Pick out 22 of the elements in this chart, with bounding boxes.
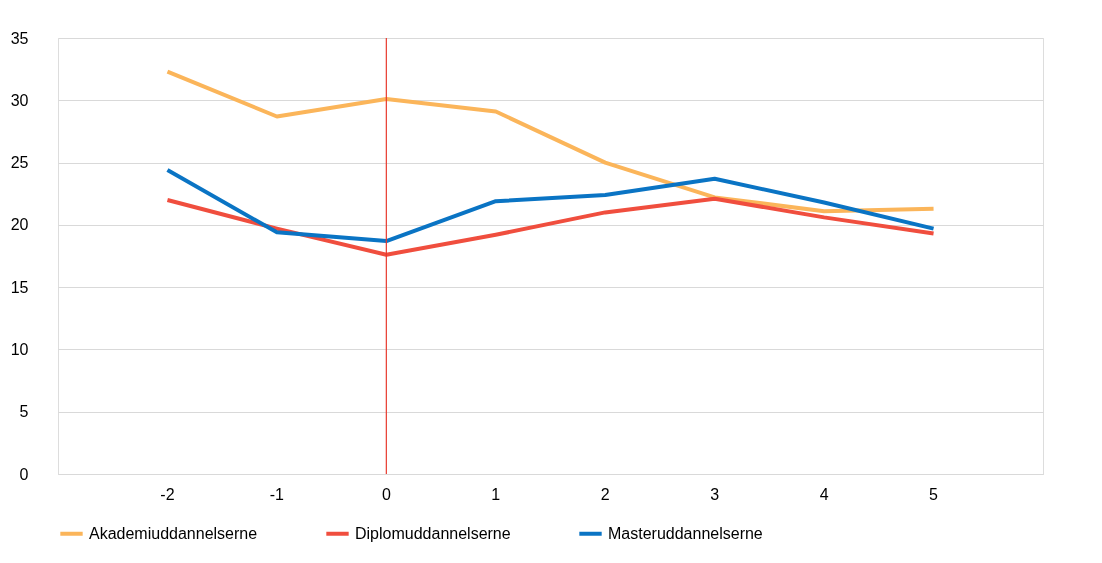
x-tick-label: 0 (381, 485, 391, 503)
legend-label: Diplomuddannelserne (355, 524, 511, 542)
y-tick-label: 30 (10, 91, 29, 109)
y-tick-label: 20 (10, 216, 29, 234)
x-tick-label: 3 (710, 485, 720, 503)
y-tick-label: 35 (10, 29, 29, 47)
y-tick-label: 5 (19, 403, 29, 421)
y-tick-label: 0 (19, 465, 29, 483)
y-tick-label: 10 (10, 340, 29, 358)
x-tick-label: -2 (160, 485, 175, 503)
legend-label: Akademiuddannelserne (89, 524, 258, 542)
x-tick-label: 1 (491, 485, 501, 503)
y-tick-label: 15 (10, 278, 29, 296)
line-series (165, 196, 936, 257)
x-tick-label: -1 (269, 485, 285, 503)
legend-label: Masteruddannelserne (608, 524, 763, 542)
x-tick-label: 2 (600, 485, 610, 503)
x-tick-label: 4 (819, 485, 829, 503)
x-tick-label: 5 (929, 485, 939, 503)
line-series (165, 168, 936, 244)
y-tick-label: 25 (10, 154, 29, 172)
line-series (165, 69, 936, 214)
